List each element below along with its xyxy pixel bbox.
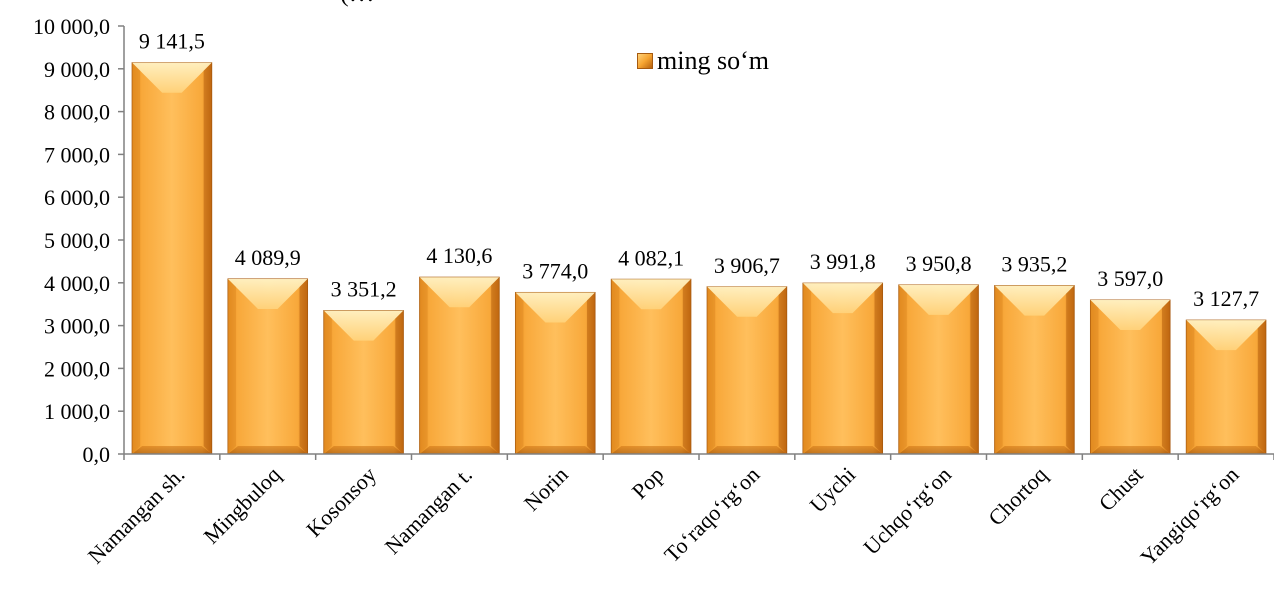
x-tick-label: Namangan t. [380,462,477,559]
bar-value-label: 4 130,6 [426,243,492,268]
bar [323,310,404,455]
bar [227,278,309,455]
x-tick-label: Mingbuloq [198,462,285,549]
bar [994,285,1075,455]
y-tick-label: 5 000,0 [44,228,110,253]
bar-value-label: 4 082,1 [618,245,684,270]
bar [1185,319,1267,455]
bar-value-label: 4 089,9 [235,245,301,270]
x-tick-label: Chortoq [983,462,1052,531]
y-tick-label: 1 000,0 [44,399,110,424]
x-tick-label: Yangiqo‘rg‘on [1135,462,1243,570]
legend-label: ming so‘m [657,46,769,75]
bar [514,291,596,455]
y-tick-label: 0,0 [83,442,111,467]
bar-value-label: 3 950,8 [906,251,972,276]
bar [802,282,884,455]
x-tick-label: Uchqo‘rg‘on [858,462,956,560]
y-tick-label: 4 000,0 [44,271,110,296]
bars: 9 141,5 4 089,9 3 351,2 4 130,6 3 774,0 4 082… [131,29,1267,455]
bar [419,276,500,455]
bar [706,286,788,455]
x-tick-label: Uychi [805,462,861,518]
bar-value-label: 3 127,7 [1193,286,1259,311]
bar [1089,299,1171,455]
y-tick-label: 7 000,0 [44,142,110,167]
bar-value-label: 3 935,2 [1001,252,1067,277]
y-tick-label: 2 000,0 [44,356,110,381]
bar [131,62,213,455]
chart-title-partial: (… [340,0,375,8]
bar [898,284,979,455]
bar-value-label: 3 597,0 [1097,266,1163,291]
y-tick-label: 10 000,0 [33,14,110,39]
bar [610,278,692,455]
bar-value-label: 9 141,5 [139,29,205,54]
bar-value-label: 3 906,7 [714,253,780,278]
legend: ming so‘m [637,46,769,76]
x-tick-label: Norin [519,462,573,516]
bar-value-label: 3 774,0 [522,258,588,283]
y-tick-label: 3 000,0 [44,314,110,339]
x-tick-label: To‘raqo‘rg‘on [659,462,764,567]
x-tick-label: Pop [627,462,669,504]
x-tick-label: Namangan sh. [83,462,190,569]
y-tick-label: 9 000,0 [44,57,110,82]
x-tick-label: Kosonsoy [301,462,381,542]
legend-swatch [637,53,653,69]
y-tick-label: 8 000,0 [44,100,110,125]
bar-value-label: 3 351,2 [331,277,397,302]
y-axis: 0,0 1 000,0 2 000,0 3 000,0 4 000,0 5 000,0 6 … [33,14,125,467]
y-tick-label: 6 000,0 [44,185,110,210]
bar-value-label: 3 991,8 [810,249,876,274]
x-tick-label: Chust [1094,462,1148,516]
